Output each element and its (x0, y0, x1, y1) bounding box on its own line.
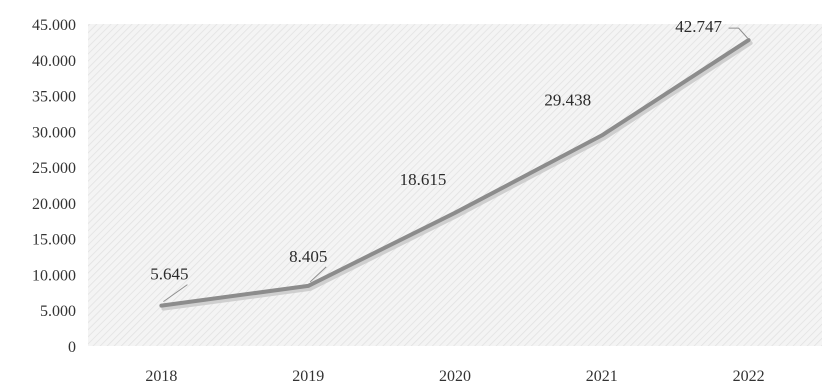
data-label: 18.615 (400, 170, 447, 189)
y-tick-label: 10.000 (32, 267, 76, 284)
y-tick-label: 40.000 (32, 53, 76, 70)
series-layer (159, 38, 753, 311)
data-point (453, 211, 457, 215)
y-tick-label: 45.000 (32, 17, 76, 34)
data-point (306, 284, 310, 288)
data-label: 29.438 (544, 90, 591, 109)
label-leader-line (728, 27, 748, 39)
x-tick-label: 2021 (586, 368, 618, 385)
axes: 0 5.000 10.000 15.000 20.000 25.000 30.000 35.0… (32, 17, 765, 385)
plot-area (88, 24, 822, 346)
x-tick-label: 2020 (439, 368, 471, 385)
y-tick-label: 0 (68, 339, 76, 356)
x-tick-label: 2019 (292, 368, 324, 385)
y-tick-label: 35.000 (32, 89, 76, 106)
y-tick-label: 15.000 (32, 232, 76, 249)
y-tick-label: 20.000 (32, 196, 76, 213)
data-point (159, 304, 163, 308)
y-tick-label: 25.000 (32, 160, 76, 177)
data-point (600, 133, 604, 137)
label-leader-line (309, 266, 327, 283)
data-label: 8.405 (289, 247, 327, 266)
y-tick-label: 5.000 (40, 303, 76, 320)
x-tick-label: 2022 (733, 368, 765, 385)
data-label: 42.747 (675, 17, 722, 36)
label-leader-line (163, 284, 188, 303)
x-tick-label: 2018 (145, 368, 177, 385)
data-point (747, 38, 751, 42)
y-tick-label: 30.000 (32, 124, 76, 141)
series-line-shadow (161, 41, 753, 311)
data-label: 5.645 (150, 265, 188, 284)
data-labels: 5.645 8.405 18.615 29.438 42.747 (150, 17, 748, 303)
